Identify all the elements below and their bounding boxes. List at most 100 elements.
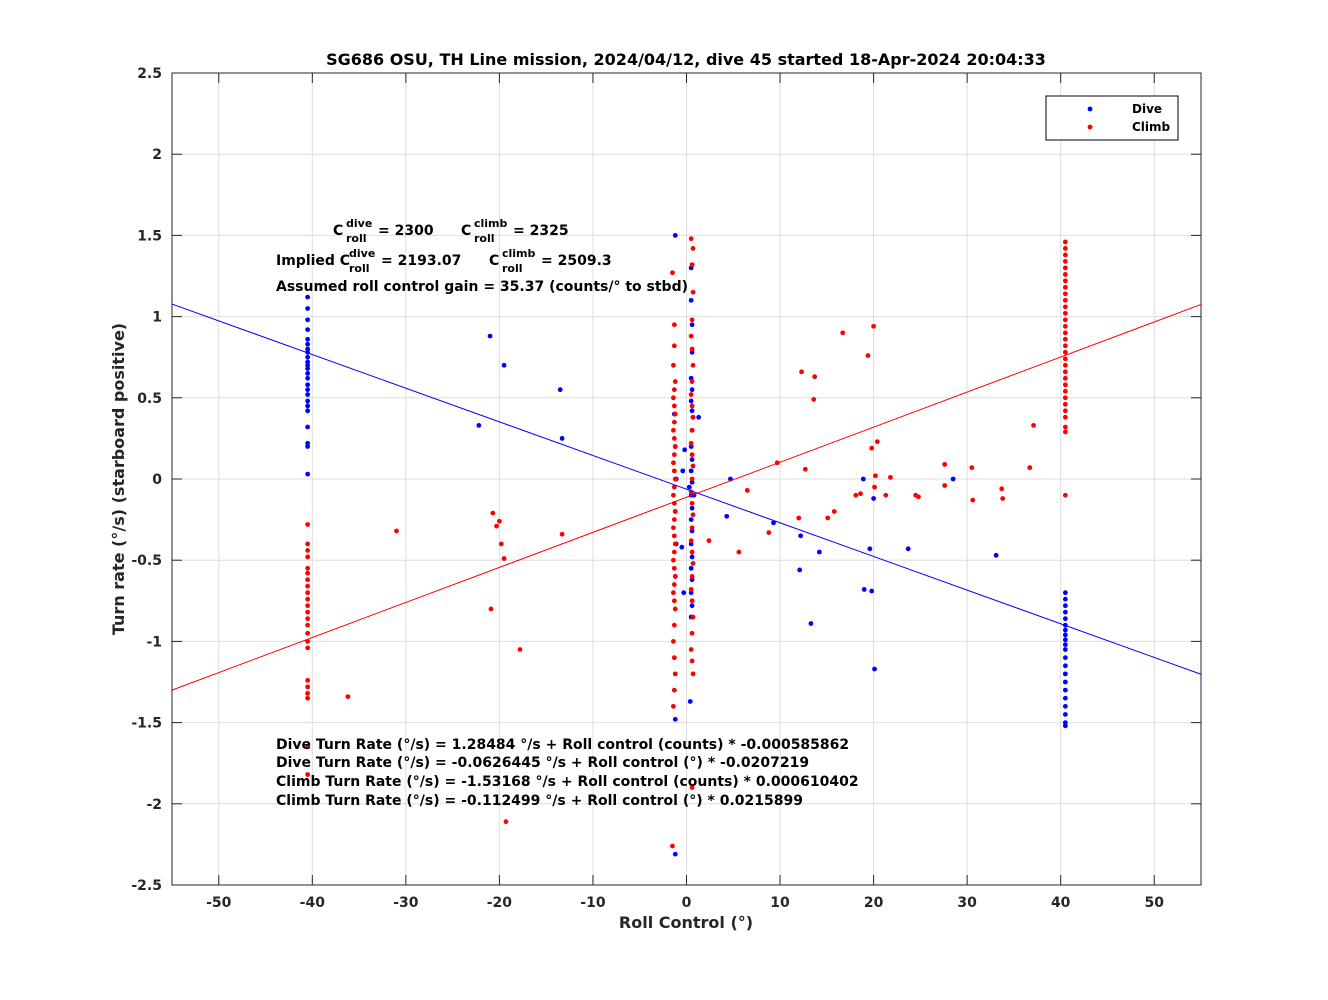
- y-tick-label: -0.5: [131, 553, 162, 569]
- c-roll-dive-symbol: C: [333, 223, 343, 239]
- climb-point: [766, 530, 772, 535]
- climb-point: [706, 538, 712, 544]
- legend-dive-label: Dive: [1132, 102, 1162, 116]
- climb-point: [858, 491, 863, 497]
- dive-point: [688, 565, 694, 571]
- climb-point: [970, 497, 976, 503]
- dive-point: [1062, 671, 1068, 677]
- dive-point: [305, 382, 311, 388]
- dive-point: [950, 476, 956, 482]
- dive-point: [993, 552, 999, 558]
- climb-point: [744, 487, 750, 493]
- climb-point: [1062, 388, 1068, 394]
- implied-climb-value: = 2509.3: [541, 253, 612, 269]
- dive-point: [305, 444, 311, 449]
- climb-point: [671, 419, 677, 425]
- climb-point: [305, 616, 311, 622]
- climb-point: [1062, 258, 1068, 264]
- climb-point: [999, 486, 1005, 492]
- climb-point: [853, 492, 859, 498]
- climb-point: [865, 353, 871, 358]
- x-tick-label: -30: [393, 895, 419, 911]
- climb-point: [1062, 284, 1068, 290]
- climb-point: [672, 476, 678, 482]
- climb-point: [1062, 245, 1068, 251]
- climb-point: [689, 658, 695, 664]
- dive-point: [771, 520, 776, 526]
- climb-point: [1062, 424, 1068, 430]
- climb-point: [690, 414, 696, 420]
- dive-point: [1062, 609, 1068, 615]
- climb-point: [671, 468, 677, 474]
- climb-point: [1062, 362, 1068, 368]
- y-tick-label: -2: [146, 797, 162, 813]
- climb-point: [689, 427, 695, 433]
- dive-point: [679, 544, 685, 550]
- climb-point: [671, 687, 677, 693]
- climb-point: [671, 639, 676, 644]
- climb-point: [305, 772, 311, 777]
- dive-point: [686, 484, 692, 490]
- chart-title: SG686 OSU, TH Line mission, 2024/04/12, …: [326, 50, 1046, 69]
- climb-point: [883, 492, 889, 498]
- climb-point: [969, 465, 975, 471]
- dive-point: [872, 666, 877, 672]
- y-tick-label: -1: [146, 634, 162, 650]
- climb-point: [305, 596, 311, 602]
- dive-point: [688, 297, 694, 303]
- climb-point: [497, 518, 502, 524]
- dive-point: [305, 354, 311, 360]
- climb-point: [1031, 423, 1036, 428]
- climb-point: [305, 695, 311, 701]
- climb-point: [690, 614, 696, 620]
- climb-point: [689, 379, 695, 384]
- dive-point: [305, 336, 311, 342]
- dive-point: [724, 513, 730, 519]
- climb-point: [869, 445, 875, 451]
- legend-climb-marker: [1087, 124, 1093, 130]
- climb-point: [689, 574, 695, 579]
- dive-point: [867, 546, 873, 552]
- dive-point: [682, 447, 688, 453]
- climb-point: [305, 603, 311, 609]
- climb-point: [874, 439, 880, 445]
- dive-point: [1062, 723, 1068, 729]
- climb-point: [1062, 369, 1068, 375]
- climb-point: [689, 785, 695, 790]
- climb-point: [671, 343, 677, 349]
- data-points: [305, 233, 1068, 857]
- x-tick-label: 40: [1051, 895, 1071, 911]
- climb-point: [305, 548, 311, 553]
- x-tick-label: 10: [770, 895, 790, 911]
- y-tick-label: 1.5: [137, 228, 162, 244]
- dive-point: [487, 333, 493, 339]
- climb-point: [672, 671, 678, 677]
- dive-point: [305, 398, 311, 404]
- climb-point: [671, 703, 676, 709]
- y-tick-label: 2: [152, 147, 162, 163]
- dive-point: [688, 468, 694, 474]
- climb-point: [1062, 408, 1068, 414]
- dive-point: [1062, 703, 1068, 709]
- legend-dive-marker: [1087, 106, 1093, 112]
- climb-point: [1062, 291, 1068, 297]
- climb-point: [689, 549, 695, 555]
- climb-point: [672, 379, 678, 384]
- climb-point: [671, 565, 677, 571]
- climb-point: [916, 494, 921, 500]
- dive-point: [680, 468, 686, 474]
- x-tick-label: -50: [206, 895, 232, 911]
- dive-point: [1062, 712, 1068, 717]
- climb-point: [672, 606, 678, 612]
- climb-point: [305, 645, 311, 651]
- climb-point: [490, 510, 496, 516]
- climb-point: [671, 517, 677, 522]
- c-roll-climb-sup: climb: [474, 217, 508, 230]
- climb-point: [736, 549, 742, 555]
- climb-point: [689, 525, 695, 531]
- climb-point: [1062, 343, 1068, 349]
- climb-point: [688, 587, 694, 592]
- x-tick-label: 20: [864, 895, 884, 911]
- c-roll-dive-sup: dive: [346, 217, 372, 230]
- climb-point: [688, 538, 694, 544]
